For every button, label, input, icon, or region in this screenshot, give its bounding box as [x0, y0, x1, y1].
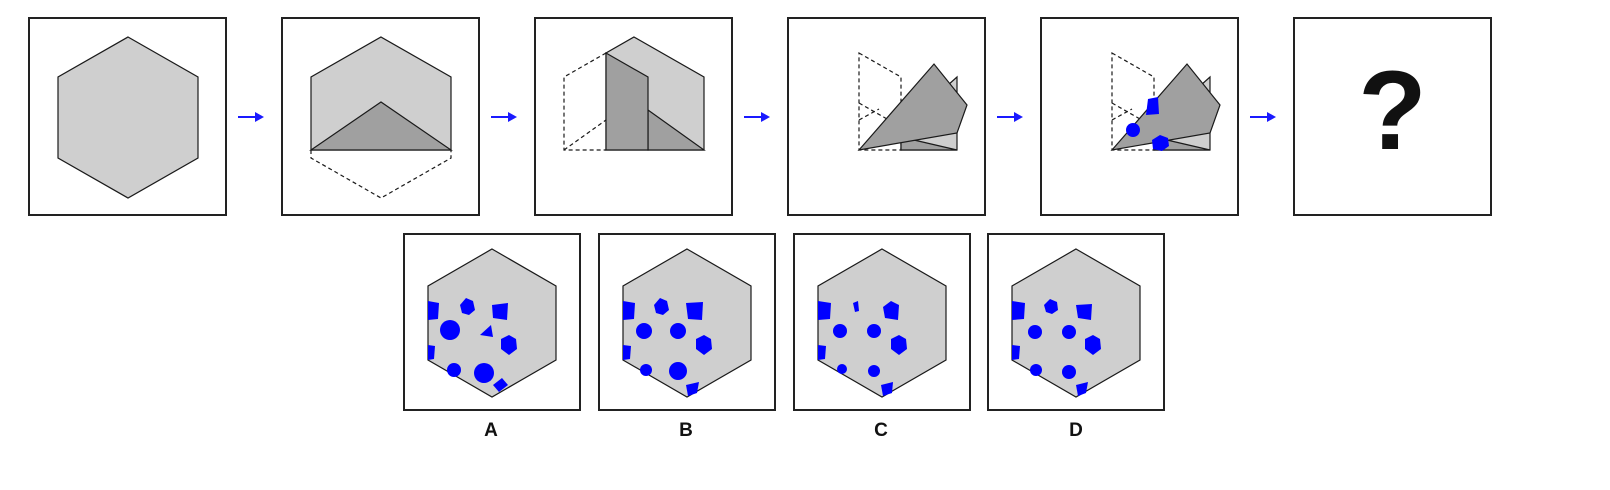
arrow-right-icon	[744, 112, 770, 122]
option-d-panel[interactable]	[987, 233, 1165, 411]
option-c-panel[interactable]	[793, 233, 971, 411]
option-a-panel[interactable]	[403, 233, 581, 411]
step-4-panel	[787, 17, 986, 216]
fold-diagonal-diagram	[857, 51, 968, 151]
step-1-panel	[28, 17, 227, 216]
fold-left-diagram	[563, 36, 706, 151]
hole-shape	[1146, 97, 1159, 115]
option-c-label[interactable]: C	[874, 420, 888, 441]
arrow-right-icon	[997, 112, 1023, 122]
option-c-hexagon	[817, 248, 947, 398]
arrow-right-icon	[491, 112, 517, 122]
arrow-right-icon	[1250, 112, 1276, 122]
step-5-panel	[1040, 17, 1239, 216]
option-d-hexagon	[1011, 248, 1141, 398]
step-3-panel	[534, 17, 733, 216]
arrow-right-icon	[238, 112, 264, 122]
unfolded-hexagon	[57, 36, 199, 199]
option-b-label[interactable]: B	[679, 420, 693, 441]
question-mark: ?	[1358, 48, 1427, 173]
hole-shape	[1126, 123, 1140, 137]
step-2-panel	[281, 17, 480, 216]
punch-holes-diagram	[1110, 51, 1221, 151]
option-a-hexagon	[427, 248, 557, 398]
option-b-panel[interactable]	[598, 233, 776, 411]
fold-bottom-diagram	[309, 36, 453, 199]
hole-shape	[1152, 135, 1169, 151]
option-d-label[interactable]: D	[1069, 420, 1083, 441]
option-b-hexagon	[622, 248, 752, 398]
answer-placeholder-panel: ?	[1293, 17, 1492, 216]
option-a-label[interactable]: A	[484, 420, 498, 441]
